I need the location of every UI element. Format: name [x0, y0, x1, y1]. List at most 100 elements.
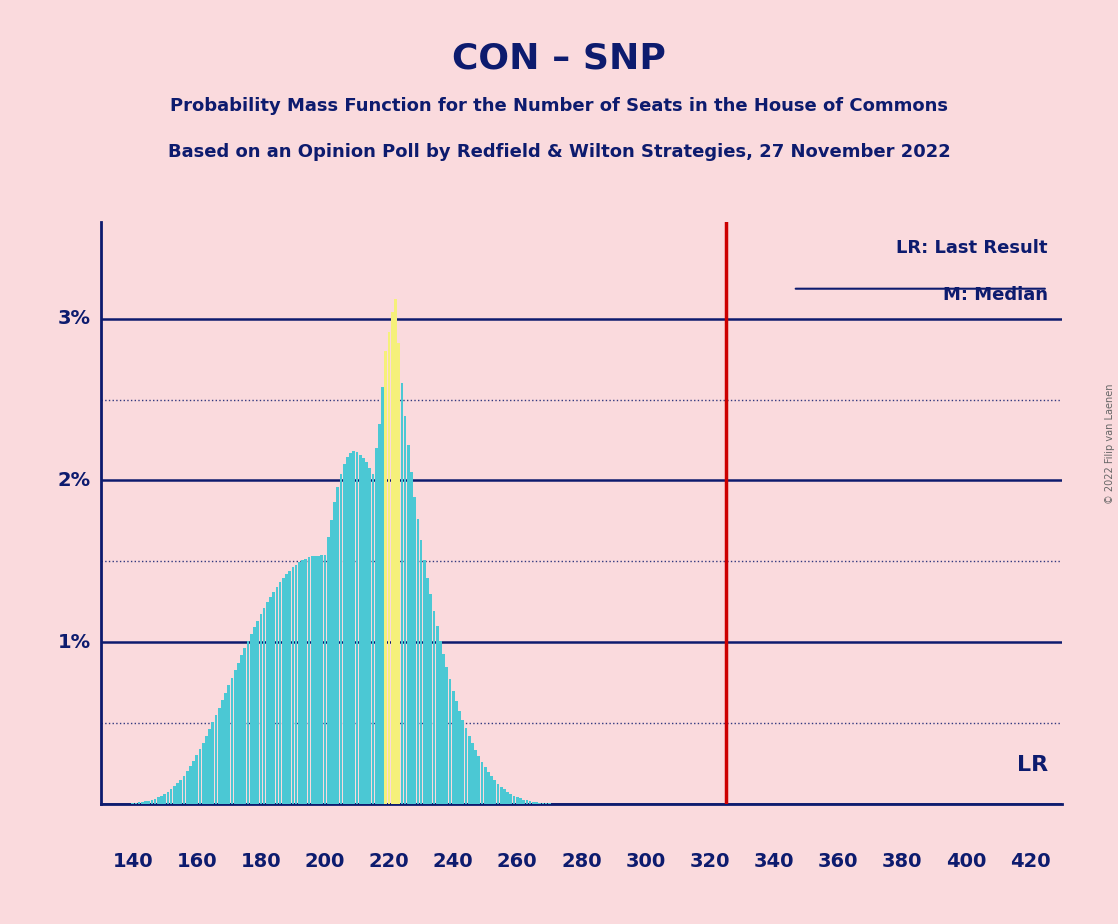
Bar: [362, 458, 364, 804]
Text: 180: 180: [240, 852, 282, 871]
Bar: [536, 802, 538, 804]
Bar: [391, 312, 394, 804]
Bar: [330, 519, 333, 804]
Bar: [157, 797, 160, 804]
Bar: [278, 582, 282, 804]
Text: 240: 240: [433, 852, 474, 871]
Bar: [218, 708, 220, 804]
Bar: [529, 801, 531, 804]
Bar: [400, 383, 404, 804]
Bar: [496, 784, 500, 804]
Bar: [253, 627, 256, 804]
Bar: [234, 670, 237, 804]
Bar: [414, 497, 416, 804]
Bar: [539, 803, 541, 804]
Bar: [477, 756, 480, 804]
Bar: [513, 796, 515, 804]
Bar: [307, 557, 311, 804]
Bar: [378, 424, 381, 804]
Bar: [522, 799, 525, 804]
Bar: [465, 728, 467, 804]
Bar: [439, 640, 442, 804]
Bar: [443, 654, 445, 804]
Bar: [311, 556, 313, 804]
Bar: [426, 578, 429, 804]
Text: Probability Mass Function for the Number of Seats in the House of Commons: Probability Mass Function for the Number…: [170, 97, 948, 115]
Bar: [202, 743, 205, 804]
Text: 160: 160: [177, 852, 217, 871]
Bar: [266, 602, 268, 804]
Bar: [467, 736, 471, 804]
Bar: [515, 797, 519, 804]
Bar: [340, 474, 342, 804]
Text: © 2022 Filip van Laenen: © 2022 Filip van Laenen: [1106, 383, 1115, 504]
Bar: [288, 571, 291, 804]
Bar: [269, 597, 272, 804]
Bar: [359, 455, 361, 804]
Text: 320: 320: [690, 852, 730, 871]
Bar: [352, 452, 356, 804]
Text: 1%: 1%: [58, 633, 91, 651]
Bar: [256, 621, 259, 804]
Bar: [148, 800, 150, 804]
Bar: [282, 578, 285, 804]
Bar: [221, 700, 224, 804]
Bar: [491, 776, 493, 804]
Bar: [458, 711, 461, 804]
Bar: [160, 796, 163, 804]
Bar: [240, 655, 243, 804]
Bar: [173, 786, 176, 804]
Bar: [525, 800, 528, 804]
Text: LR: Last Result: LR: Last Result: [897, 239, 1048, 257]
Bar: [419, 541, 423, 804]
Bar: [186, 772, 189, 804]
Bar: [429, 594, 432, 804]
Bar: [192, 761, 195, 804]
Bar: [452, 691, 455, 804]
Text: Based on an Opinion Poll by Redfield & Wilton Strategies, 27 November 2022: Based on an Opinion Poll by Redfield & W…: [168, 143, 950, 161]
Bar: [244, 648, 246, 804]
Bar: [333, 502, 335, 804]
Bar: [500, 786, 503, 804]
Bar: [347, 457, 349, 804]
Bar: [170, 789, 172, 804]
Bar: [326, 538, 330, 804]
Bar: [196, 756, 198, 804]
Bar: [189, 766, 191, 804]
Bar: [141, 802, 143, 804]
Bar: [179, 780, 182, 804]
Bar: [448, 679, 452, 804]
Bar: [163, 794, 167, 804]
Bar: [337, 487, 339, 804]
Text: CON – SNP: CON – SNP: [452, 42, 666, 76]
Text: 220: 220: [369, 852, 409, 871]
Bar: [237, 663, 239, 804]
Bar: [474, 750, 477, 804]
Bar: [263, 608, 265, 804]
Bar: [385, 351, 387, 804]
Bar: [167, 792, 169, 804]
Bar: [433, 611, 435, 804]
Bar: [299, 563, 301, 804]
Bar: [144, 801, 146, 804]
Bar: [318, 555, 320, 804]
Bar: [487, 772, 490, 804]
Bar: [247, 641, 249, 804]
Bar: [417, 519, 419, 804]
Bar: [407, 445, 409, 804]
Text: 340: 340: [754, 852, 794, 871]
Bar: [397, 343, 400, 804]
Text: 380: 380: [882, 852, 922, 871]
Bar: [208, 729, 211, 804]
Bar: [292, 567, 294, 804]
Bar: [369, 468, 371, 804]
Text: 300: 300: [625, 852, 665, 871]
Bar: [366, 462, 368, 804]
Bar: [199, 749, 201, 804]
Bar: [323, 555, 326, 804]
Bar: [436, 626, 438, 804]
Bar: [275, 587, 278, 804]
Bar: [273, 591, 275, 804]
Bar: [205, 736, 208, 804]
Bar: [404, 416, 407, 804]
